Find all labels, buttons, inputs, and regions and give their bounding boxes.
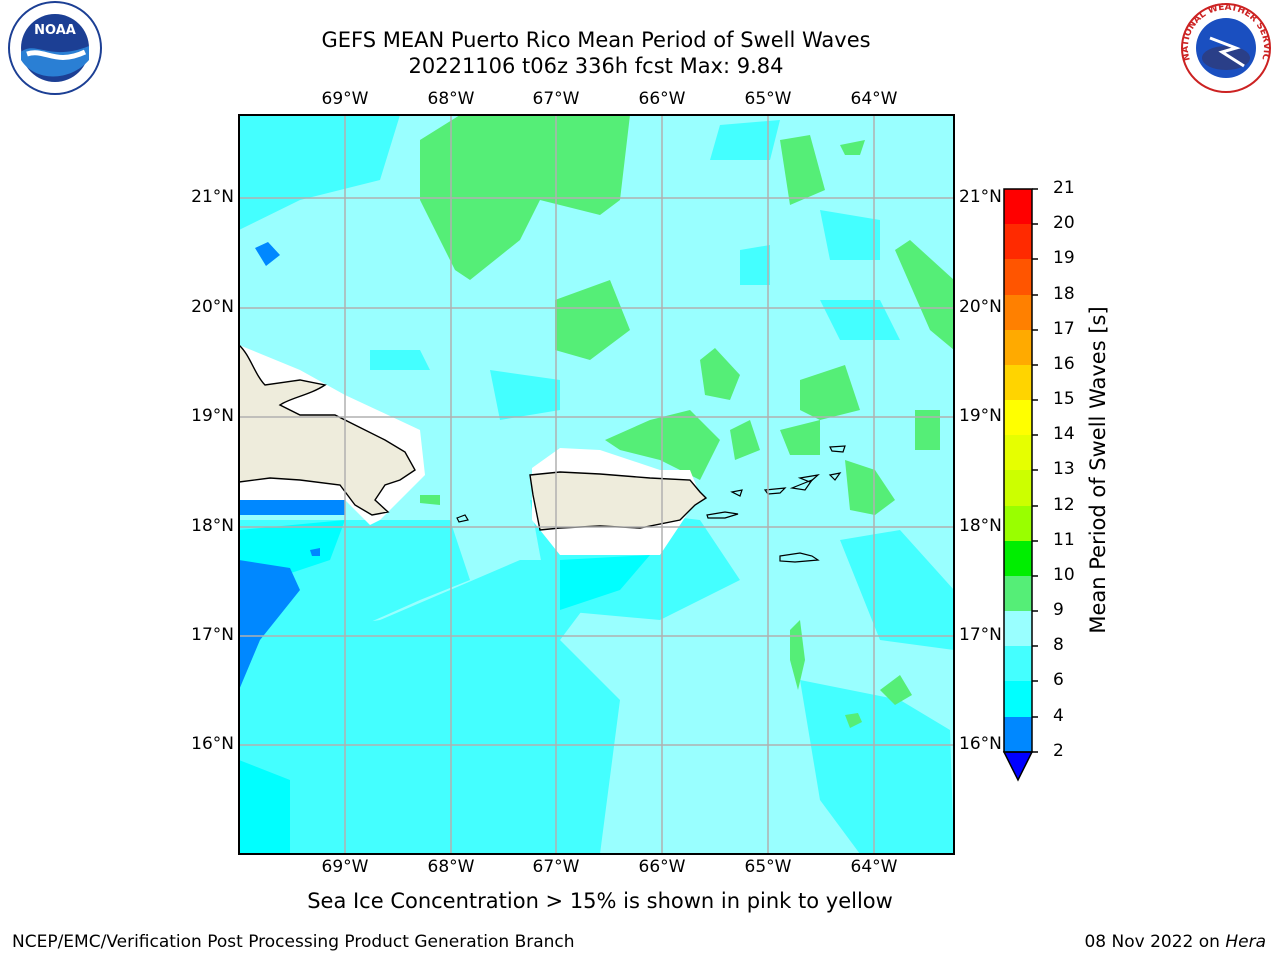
colorbar-tick-label: 19	[1053, 248, 1075, 268]
colorbar-extend-arrow	[1002, 751, 1034, 782]
nws-logo	[1181, 3, 1271, 93]
colorbar-segment	[1004, 259, 1032, 295]
colorbar-tick-label: 15	[1053, 389, 1075, 409]
lat-label-left: 16°N	[191, 734, 234, 754]
colorbar-tick-label: 11	[1053, 530, 1075, 550]
lon-label-bottom: 65°W	[744, 857, 792, 877]
lat-label-right: 17°N	[959, 625, 1002, 645]
map-grid	[239, 115, 954, 854]
colorbar-segment	[1004, 611, 1032, 646]
colorbar-segment	[1004, 400, 1032, 435]
noaa-logo: NOAA	[8, 1, 102, 95]
colorbar-segment	[1004, 435, 1032, 470]
lat-label-right: 16°N	[959, 734, 1002, 754]
colorbar-segment	[1004, 576, 1032, 611]
colorbar-tick-label: 2	[1053, 741, 1064, 761]
colorbar-segment	[1004, 717, 1032, 752]
lon-label-top: 64°W	[850, 89, 898, 109]
lon-label-top: 66°W	[638, 89, 686, 109]
colorbar-segment	[1004, 470, 1032, 506]
colorbar-tick-label: 13	[1053, 459, 1075, 479]
colorbar-segment	[1004, 506, 1032, 541]
lon-label-bottom: 66°W	[638, 857, 686, 877]
colorbar-segment	[1004, 189, 1032, 224]
colorbar-tick-label: 17	[1053, 319, 1075, 339]
lon-label-bottom: 68°W	[427, 857, 475, 877]
lon-label-bottom: 67°W	[532, 857, 580, 877]
colorbar-tick-label: 12	[1053, 495, 1075, 515]
noaa-logo-text: NOAA	[34, 23, 76, 38]
colorbar	[1002, 188, 1038, 782]
colorbar-tick-label: 9	[1053, 600, 1064, 620]
colorbar-segment	[1004, 541, 1032, 576]
colorbar-tick-label: 16	[1053, 354, 1075, 374]
colorbar-segment	[1004, 330, 1032, 365]
map-title: GEFS MEAN Puerto Rico Mean Period of Swe…	[321, 28, 871, 52]
colorbar-segment	[1004, 365, 1032, 400]
colorbar-tick-label: 21	[1053, 178, 1075, 198]
lat-label-right: 20°N	[959, 297, 1002, 317]
colorbar-tick-label: 10	[1053, 565, 1075, 585]
colorbar-segment	[1004, 295, 1032, 330]
lon-label-bottom: 69°W	[321, 857, 369, 877]
lat-label-right: 19°N	[959, 406, 1002, 426]
map-subtitle: 20221106 t06z 336h fcst Max: 9.84	[408, 54, 784, 78]
colorbar-tick-label: 20	[1053, 213, 1075, 233]
map-frame	[238, 114, 955, 855]
lon-label-bottom: 64°W	[850, 857, 898, 877]
colorbar-label: Mean Period of Swell Waves [s]	[1086, 306, 1110, 634]
lat-label-right: 18°N	[959, 516, 1002, 536]
sea-ice-note: Sea Ice Concentration > 15% is shown in …	[307, 889, 893, 913]
colorbar-tick-label: 6	[1053, 670, 1064, 690]
lat-label-left: 18°N	[191, 516, 234, 536]
colorbar-tick-label: 8	[1053, 635, 1064, 655]
lat-label-right: 21°N	[959, 187, 1002, 207]
colorbar-segment	[1004, 681, 1032, 717]
swell-period-field	[239, 115, 954, 854]
footer-date: 08 Nov 2022 on Hera	[1084, 932, 1266, 952]
colorbar-segment	[1004, 224, 1032, 259]
lat-label-left: 20°N	[191, 297, 234, 317]
colorbar-tick-label: 18	[1053, 284, 1075, 304]
footer-date-text: 08 Nov 2022 on	[1084, 932, 1226, 952]
colorbar-tick-label: 14	[1053, 424, 1075, 444]
lat-label-left: 19°N	[191, 406, 234, 426]
colorbar-segment	[1004, 646, 1032, 681]
lon-label-top: 69°W	[321, 89, 369, 109]
footer-credit: NCEP/EMC/Verification Post Processing Pr…	[12, 932, 575, 952]
lon-label-top: 68°W	[427, 89, 475, 109]
lat-label-left: 21°N	[191, 187, 234, 207]
lon-label-top: 67°W	[532, 89, 580, 109]
footer-host: Hera	[1225, 932, 1266, 952]
lon-label-top: 65°W	[744, 89, 792, 109]
lat-label-left: 17°N	[191, 625, 234, 645]
colorbar-tick-label: 4	[1053, 706, 1064, 726]
